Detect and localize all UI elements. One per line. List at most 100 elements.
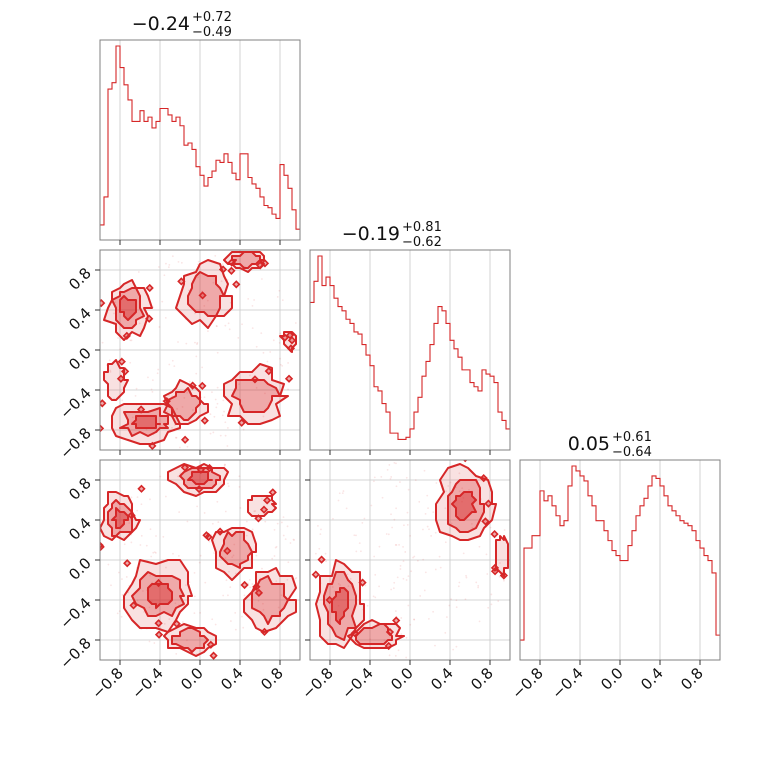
sample-point xyxy=(264,520,267,523)
sample-point xyxy=(226,445,229,447)
sample-point xyxy=(193,595,196,598)
sample-point xyxy=(148,606,151,609)
sample-point xyxy=(221,414,224,417)
contour-speck xyxy=(120,367,130,376)
sample-point xyxy=(125,576,128,578)
sample-point xyxy=(215,406,218,409)
density-contour xyxy=(315,559,365,649)
sample-point xyxy=(339,584,342,587)
contour-speck xyxy=(240,580,249,590)
sample-point xyxy=(156,372,159,375)
sample-point xyxy=(419,595,422,597)
sample-point xyxy=(279,357,281,360)
x-tick-label: 0.0 xyxy=(177,664,207,694)
y-tick-label: 0.4 xyxy=(65,304,95,334)
sample-point xyxy=(359,550,362,553)
sample-point xyxy=(391,526,394,529)
contour-speck xyxy=(205,463,214,473)
contour-speck xyxy=(194,484,204,494)
sample-point xyxy=(414,479,417,482)
sample-point xyxy=(279,332,282,335)
sample-point xyxy=(150,388,153,391)
sample-point xyxy=(151,379,154,382)
sample-point xyxy=(174,436,177,439)
sample-point xyxy=(423,469,426,472)
sample-point xyxy=(399,481,401,483)
density-contour xyxy=(323,571,357,641)
sample-point xyxy=(255,345,258,348)
sample-point xyxy=(148,640,151,643)
sample-point xyxy=(485,553,488,556)
sample-point xyxy=(209,432,212,435)
sample-point xyxy=(228,570,230,573)
sample-point xyxy=(147,376,149,379)
sample-point xyxy=(261,567,263,570)
contour-speck xyxy=(100,298,106,308)
sample-point xyxy=(117,571,120,574)
contour-speck xyxy=(204,532,213,542)
contour-speck xyxy=(198,291,207,300)
density-contour xyxy=(103,359,129,401)
sample-point xyxy=(402,560,405,563)
sample-point xyxy=(400,617,403,619)
sample-point xyxy=(114,301,117,304)
sample-point xyxy=(279,363,282,366)
sample-point xyxy=(171,359,174,362)
sample-point xyxy=(231,556,234,559)
sample-point xyxy=(434,644,436,647)
sample-point xyxy=(390,588,393,591)
x-tick-label: −0.4 xyxy=(548,664,586,702)
sample-point xyxy=(224,324,227,327)
sample-point xyxy=(177,261,180,263)
sample-point xyxy=(177,341,179,343)
y-tick-label: 0.0 xyxy=(65,554,95,584)
x-tick-label: 0.4 xyxy=(217,664,247,694)
sample-point xyxy=(395,507,398,510)
density-contour xyxy=(107,499,133,537)
sample-point xyxy=(338,492,341,495)
sample-point xyxy=(162,535,165,538)
contour-panel-1: −0.8−0.4 0.0 0.4 0.8 xyxy=(56,249,301,463)
sample-point xyxy=(238,485,241,488)
contour-speck xyxy=(145,314,154,323)
sample-point xyxy=(197,276,199,279)
sample-point xyxy=(434,568,437,571)
sample-point xyxy=(378,585,380,588)
sample-point xyxy=(159,475,162,478)
sample-point xyxy=(294,577,297,580)
sample-point xyxy=(325,560,327,563)
sample-point xyxy=(393,518,396,521)
density-contour xyxy=(331,587,349,625)
sample-point xyxy=(292,538,295,541)
sample-point xyxy=(161,300,164,303)
sample-point xyxy=(462,552,465,555)
hist-title-median: −0.19 xyxy=(342,223,400,245)
sample-point xyxy=(243,594,246,597)
y-tick-label: −0.8 xyxy=(56,634,94,672)
sample-point xyxy=(434,531,437,534)
hist-title-minus: −0.64 xyxy=(612,445,652,460)
sample-point xyxy=(130,496,133,499)
sample-point xyxy=(333,590,336,593)
contour-speck xyxy=(177,277,186,286)
sample-point xyxy=(199,611,202,614)
sample-point xyxy=(390,513,392,516)
hist-title-median: −0.24 xyxy=(132,13,190,35)
sample-point xyxy=(237,336,240,339)
sample-point xyxy=(318,547,321,550)
sample-point xyxy=(211,618,214,621)
sample-point xyxy=(216,500,219,503)
sample-point xyxy=(164,495,167,498)
sample-point xyxy=(346,573,349,576)
contour-speck xyxy=(117,357,126,366)
sample-point xyxy=(145,428,148,431)
sample-point xyxy=(136,509,139,512)
sample-point xyxy=(116,612,119,615)
sample-point xyxy=(129,339,132,342)
sample-point xyxy=(475,581,478,584)
sample-point xyxy=(426,494,429,497)
sample-point xyxy=(169,408,172,411)
sample-point xyxy=(331,586,334,588)
sample-point xyxy=(461,487,464,490)
sample-point xyxy=(395,462,397,465)
